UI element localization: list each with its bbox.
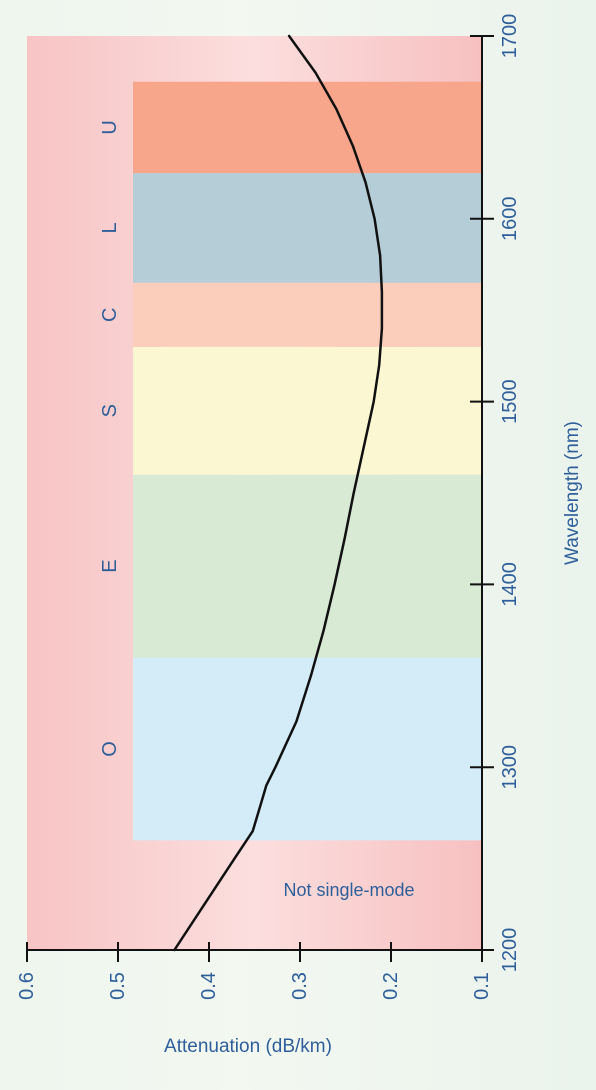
band-u [133,81,482,174]
y-tick-label: 0.3 [289,972,311,1000]
x-tick-label: 1500 [499,379,521,424]
attenuation-curve [173,34,384,952]
y-axis-label: Attenuation (dB/km) [164,1036,332,1057]
y-tick-label: 0.1 [471,972,493,1000]
band-label-o: O [99,741,121,757]
axes-layer [27,36,483,951]
band-label-e: E [99,559,121,572]
band-c [133,282,482,347]
x-tick-label: 1700 [499,14,521,59]
y-tick-label: 0.6 [16,972,38,1000]
x-axis-label: Wavelength (nm) [562,421,583,565]
y-ticks-layer: 0.6 0.5 0.4 0.3 0.2 0.1 [16,942,493,1000]
bands-layer [133,81,482,841]
annotation-not-single-mode: Not single-mode [283,880,414,900]
y-tick-label: 0.2 [380,972,402,1000]
band-e [133,474,482,658]
y-tick-label: 0.4 [198,972,220,1000]
x-ticks-layer: 1200 1300 1400 1500 1600 1700 [470,14,521,973]
band-labels-layer: O E S C L U [99,120,121,757]
band-label-u: U [99,120,121,134]
x-tick-label: 1400 [499,562,521,607]
band-l [133,173,482,283]
y-tick-label: 0.5 [107,972,129,1000]
x-tick-label: 1600 [499,197,521,242]
x-tick-label: 1200 [499,928,521,973]
band-label-c: C [99,308,121,322]
x-tick-label: 1300 [499,745,521,790]
band-label-s: S [99,404,121,417]
band-s [133,346,482,475]
band-label-l: L [99,222,121,233]
